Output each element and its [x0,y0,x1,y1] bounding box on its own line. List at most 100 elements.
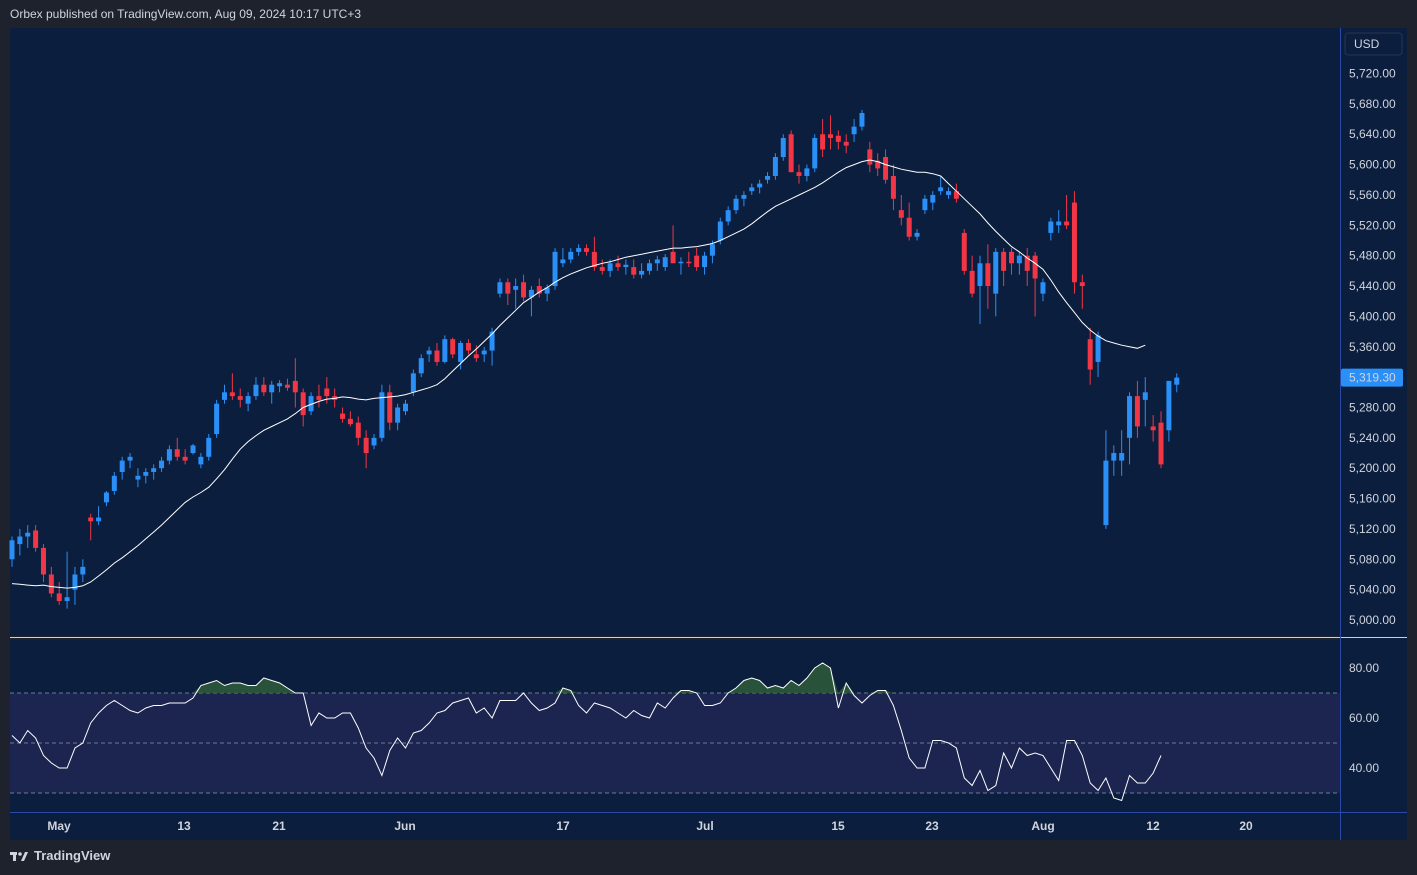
candle[interactable] [528,286,534,317]
time-axis[interactable] [10,813,1341,840]
candle[interactable] [221,384,227,404]
candle[interactable] [741,191,747,207]
candle[interactable] [1064,194,1070,230]
candle[interactable] [977,255,983,324]
candle[interactable] [1103,430,1109,529]
candle[interactable] [946,187,952,199]
candle[interactable] [340,407,346,423]
candle[interactable] [993,248,999,317]
candle[interactable] [127,453,133,469]
candle[interactable] [639,263,645,279]
candle[interactable] [851,119,857,142]
candle[interactable] [253,377,259,400]
candle[interactable] [245,392,251,412]
candle[interactable] [237,388,243,408]
candle[interactable] [883,149,889,184]
candle[interactable] [363,430,369,469]
candle[interactable] [890,164,896,211]
candle[interactable] [938,175,944,195]
candle[interactable] [584,244,590,256]
candle[interactable] [25,525,31,548]
candle[interactable] [1048,217,1054,241]
candle[interactable] [316,384,322,408]
candle[interactable] [670,225,676,264]
candle[interactable] [646,259,652,275]
candle[interactable] [1134,380,1140,438]
candle[interactable] [654,255,660,271]
candle[interactable] [465,339,471,355]
candle[interactable] [88,513,94,541]
candle[interactable] [269,380,275,404]
candle[interactable] [1056,210,1062,233]
candle[interactable] [214,399,220,438]
candle[interactable] [906,202,912,241]
candle[interactable] [898,194,904,226]
candle[interactable] [190,443,196,455]
candle[interactable] [1008,248,1014,275]
candle[interactable] [969,255,975,298]
candle[interactable] [418,354,424,378]
candle[interactable] [434,342,440,366]
candle[interactable] [458,340,464,370]
price-pane[interactable] [10,28,1340,636]
candle[interactable] [513,278,519,309]
candle[interactable] [1016,251,1022,275]
candle[interactable] [788,130,794,173]
candle[interactable] [410,369,416,397]
candle[interactable] [961,229,967,275]
candle[interactable] [347,411,353,427]
candle[interactable] [292,358,298,408]
candle[interactable] [387,384,393,431]
candle[interactable] [835,130,841,150]
candle[interactable] [481,346,487,362]
candle[interactable] [780,134,786,161]
candle[interactable] [1040,278,1046,302]
candle[interactable] [867,141,873,173]
brand-name[interactable]: TradingView [34,848,111,863]
candle[interactable] [623,259,629,275]
candle[interactable] [568,248,574,264]
candle[interactable] [174,437,180,461]
candle[interactable] [914,229,920,241]
candle[interactable] [702,251,708,275]
candle[interactable] [1032,251,1038,317]
candle[interactable] [72,566,78,605]
candle[interactable] [599,259,605,275]
candle[interactable] [442,335,448,364]
candle[interactable] [355,416,361,446]
candle[interactable] [371,434,377,450]
candle[interactable] [843,134,849,154]
candle[interactable] [615,255,621,271]
candle[interactable] [796,164,802,184]
candle[interactable] [686,251,692,268]
candle[interactable] [812,134,818,173]
candle[interactable] [64,551,70,609]
candle[interactable] [1001,248,1007,287]
candle[interactable] [48,566,54,598]
candle[interactable] [159,456,165,472]
candle[interactable] [198,453,204,469]
candle[interactable] [1174,373,1180,393]
candle[interactable] [875,153,881,176]
candle[interactable] [694,248,700,271]
candle[interactable] [709,240,715,264]
candle[interactable] [1071,191,1077,294]
candle[interactable] [277,380,283,393]
candle[interactable] [765,172,771,184]
candle[interactable] [859,109,865,131]
candle[interactable] [103,490,109,507]
candle[interactable] [985,244,991,309]
candle[interactable] [473,345,479,362]
candle[interactable] [17,528,23,556]
candle[interactable] [426,346,432,362]
candle[interactable] [576,244,582,256]
candle[interactable] [521,274,527,302]
candle[interactable] [678,257,684,275]
candle[interactable] [1119,430,1125,476]
candle[interactable] [229,373,235,400]
price-axis[interactable] [1341,28,1407,840]
candle[interactable] [953,183,959,203]
candle[interactable] [379,384,385,442]
candle[interactable] [827,115,833,150]
